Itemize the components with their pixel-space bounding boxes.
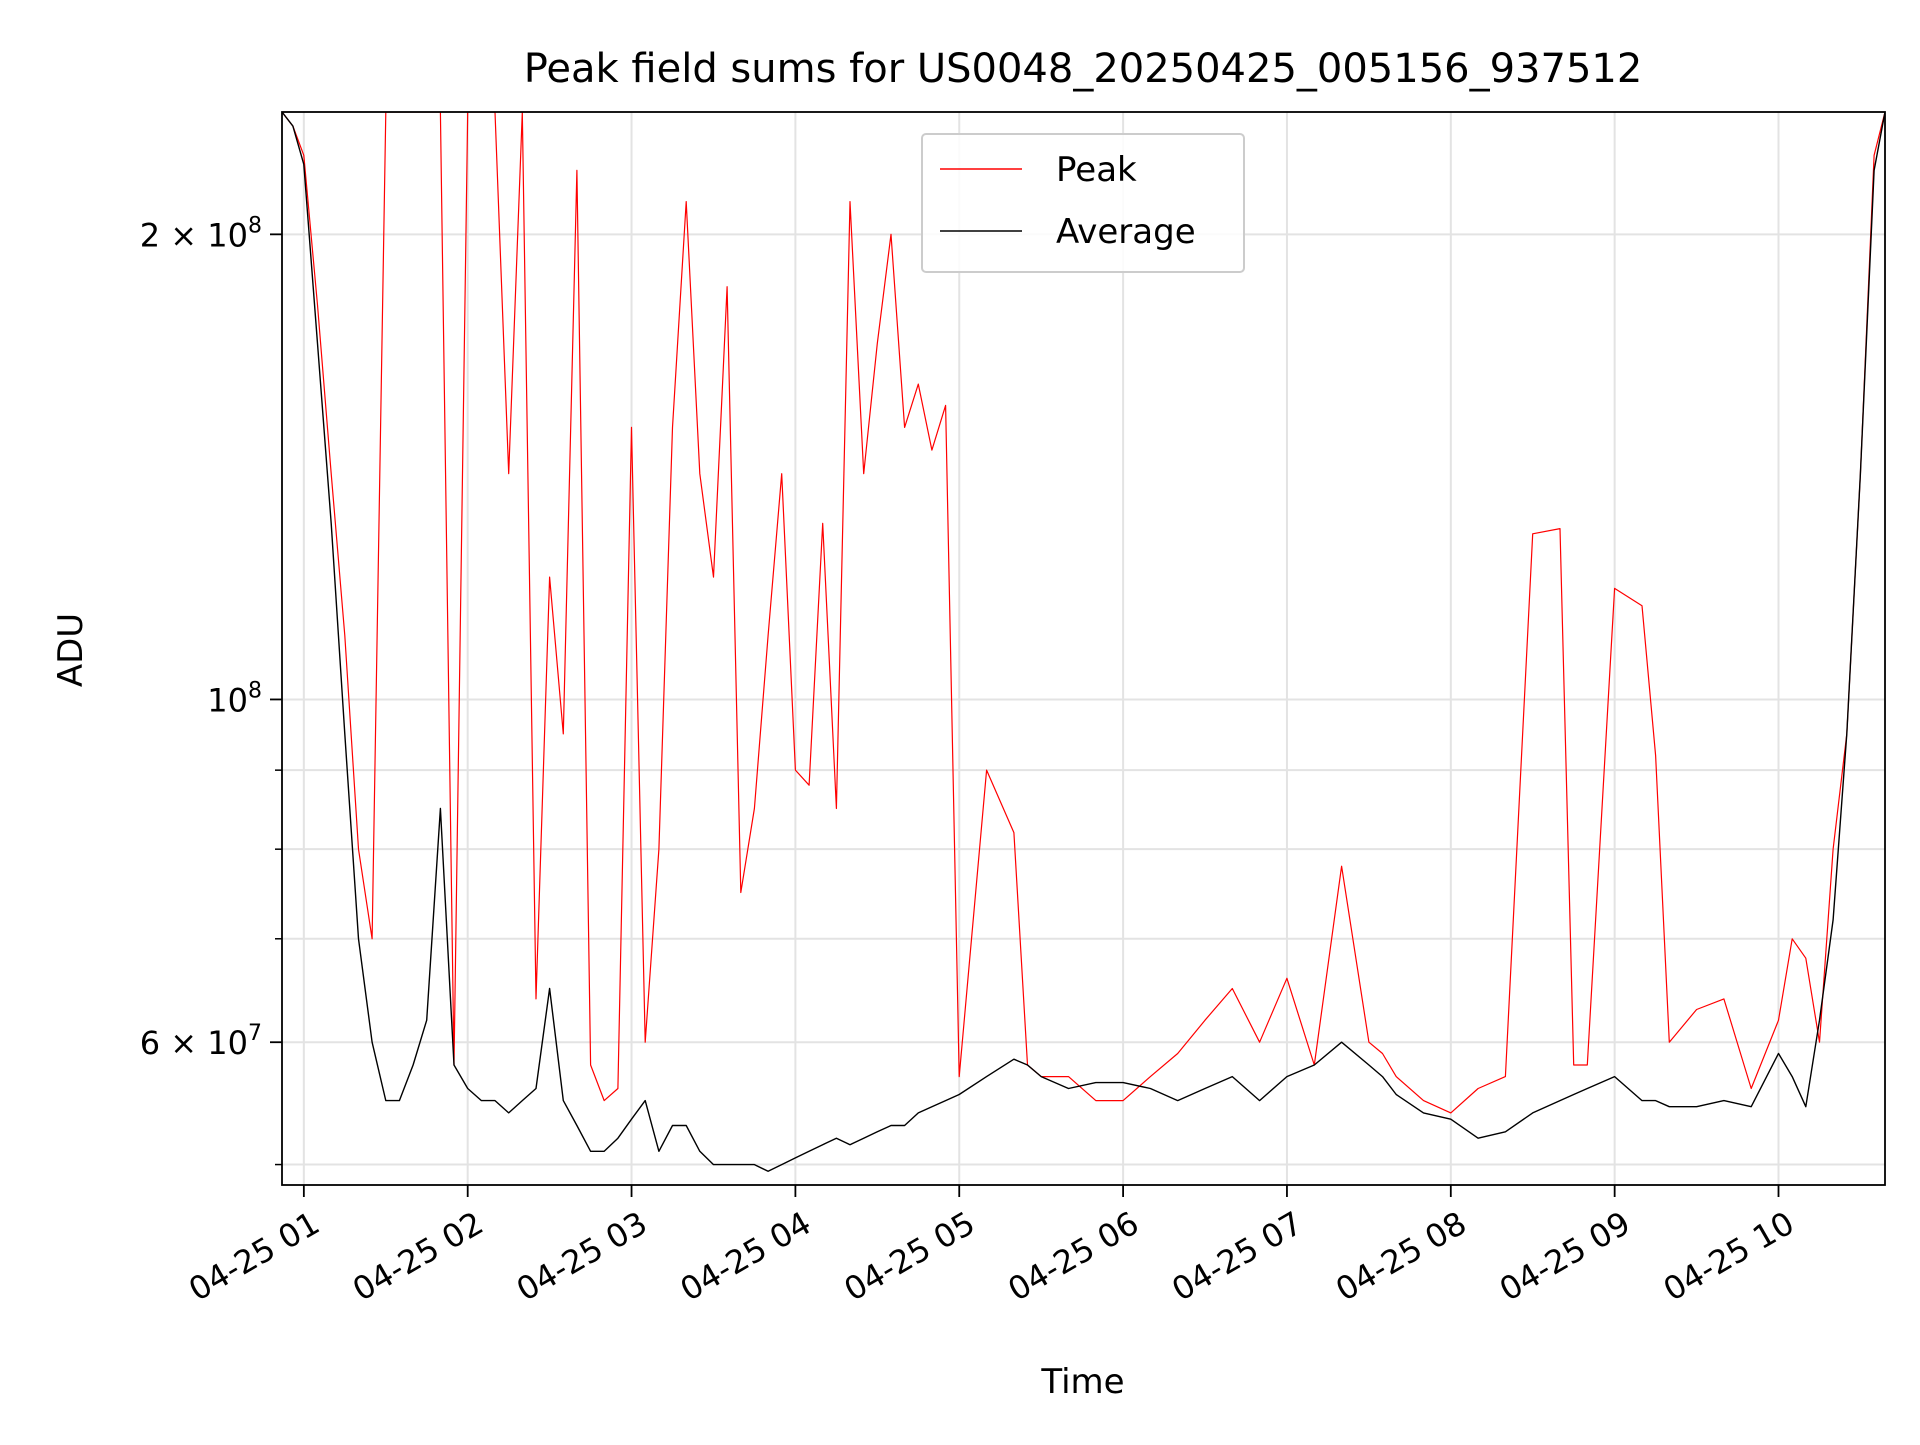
- y-axis-label: ADU: [51, 613, 91, 687]
- chart-title: Peak field sums for US0048_20250425_0051…: [524, 46, 1643, 92]
- average-line: [282, 112, 1885, 1172]
- x-axis-label: Time: [1040, 1362, 1124, 1402]
- legend-label-peak: Peak: [1056, 150, 1137, 190]
- y-tick-label: 2 × 108: [140, 213, 262, 254]
- series-peak: [282, 112, 1885, 1114]
- peak-line: [282, 112, 1885, 1114]
- legend: Peak Average: [921, 133, 1245, 273]
- y-tick-label: 108: [207, 678, 262, 719]
- plot-frame: [281, 111, 1886, 1186]
- y-tick-label: 6 × 107: [140, 1021, 262, 1062]
- grid-lines: [282, 112, 1885, 1185]
- y-axis: 6 × 107 108 2 × 108: [140, 213, 282, 1166]
- legend-label-average: Average: [1056, 212, 1196, 252]
- series-average: [282, 112, 1885, 1172]
